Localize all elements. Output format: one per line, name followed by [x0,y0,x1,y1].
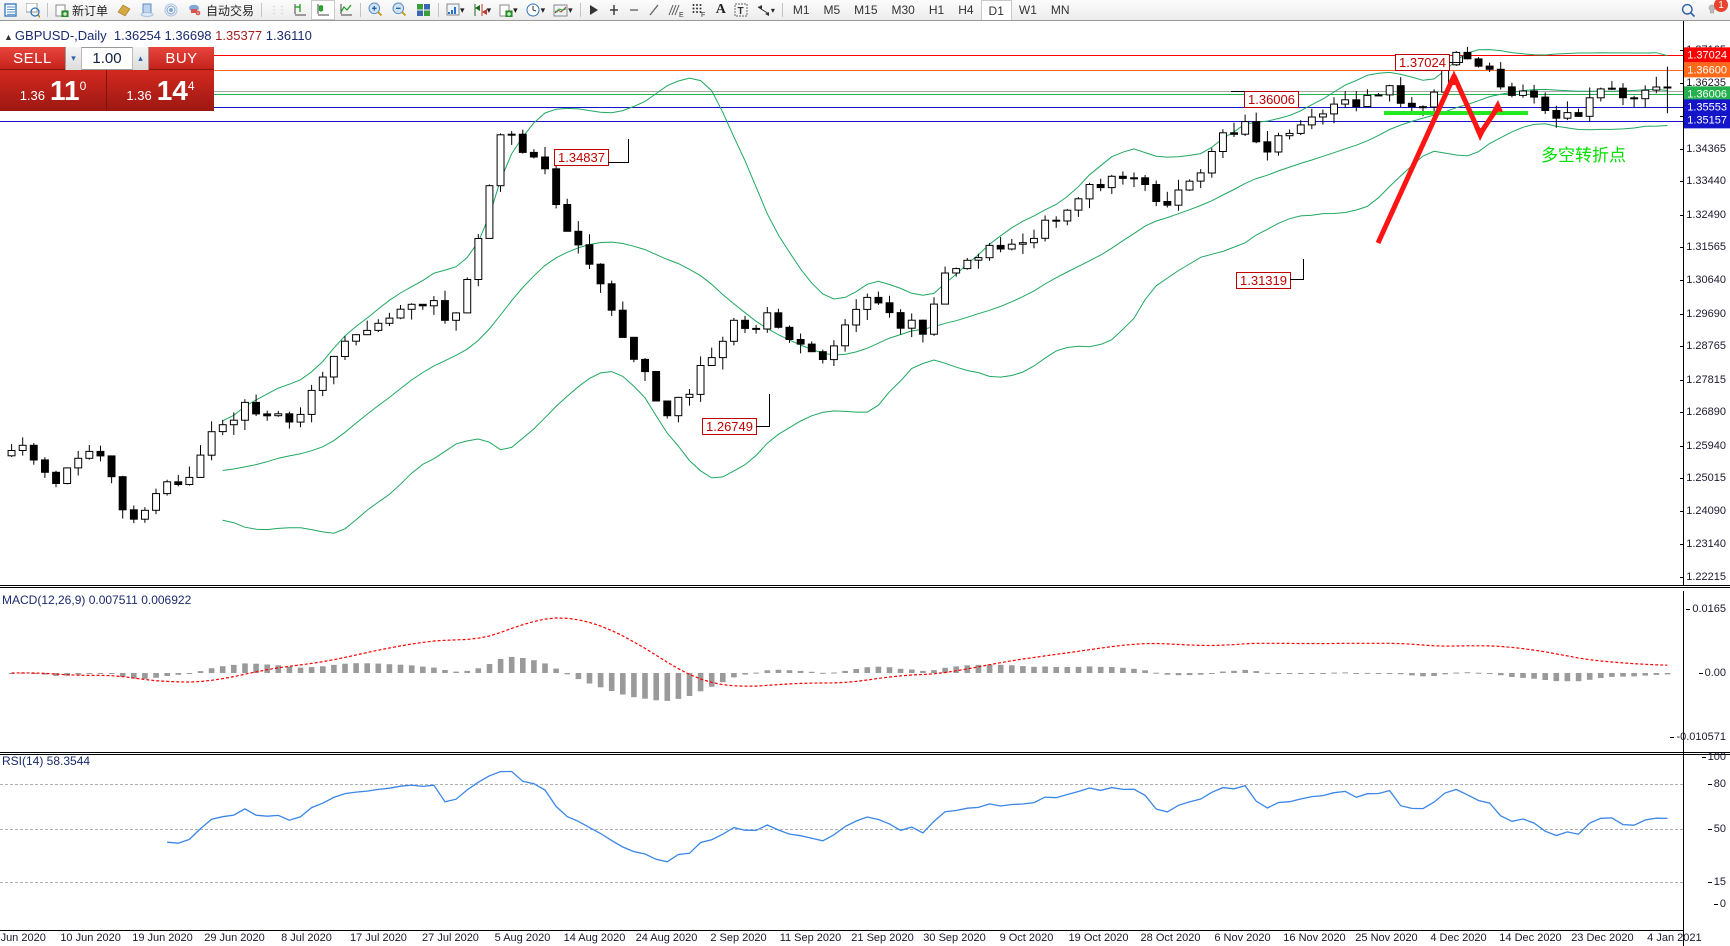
svg-text:T: T [737,6,743,17]
svg-text:F: F [701,12,705,17]
svg-text:E: E [679,12,684,17]
